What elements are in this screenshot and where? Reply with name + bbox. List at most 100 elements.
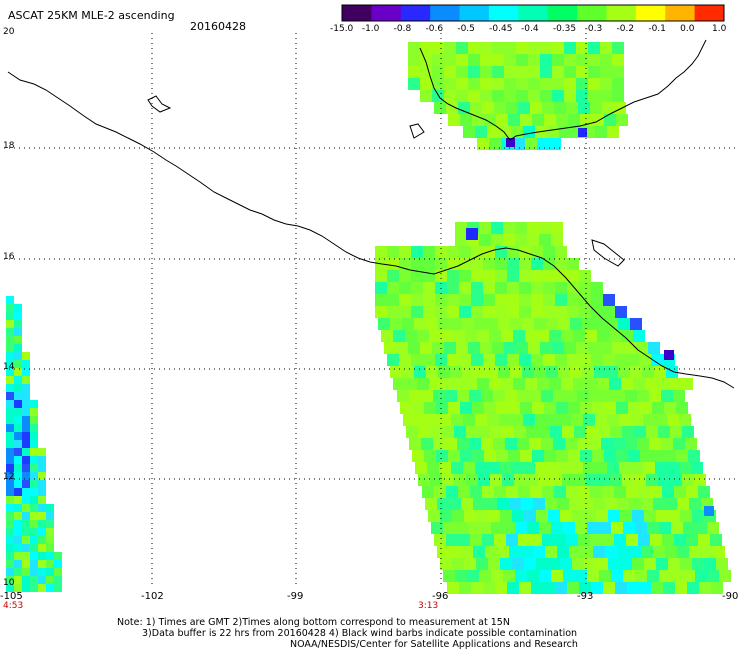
swath-cell [46, 552, 54, 560]
swath-cell [470, 102, 482, 114]
colorbar-swatch [665, 5, 696, 21]
swath-cell [509, 498, 521, 510]
swath-cell [578, 486, 590, 498]
swath-cell [528, 78, 540, 90]
swath-cell [539, 222, 551, 234]
swath-cell [539, 234, 551, 246]
swath-cell [453, 378, 465, 390]
colorbar-tick-label: -15.0 [330, 24, 354, 34]
swath-cell [579, 282, 591, 294]
swath-cell [552, 54, 564, 66]
swath-cell [437, 546, 449, 558]
swath-cell [632, 558, 644, 570]
swath-cell [436, 450, 448, 462]
swath-cell [432, 78, 444, 90]
swath-cell [652, 402, 664, 414]
swath-cell [470, 534, 482, 546]
swath-cell [681, 378, 693, 390]
swath-cell [438, 366, 450, 378]
swath-cell [540, 90, 552, 102]
swath-cell [595, 462, 607, 474]
swath-cell [408, 66, 420, 78]
swath-cell [602, 102, 614, 114]
swath-cell [14, 440, 22, 448]
swath-cell [661, 390, 673, 402]
swath-cell [544, 402, 556, 414]
swath-cell [449, 498, 461, 510]
swath-cell [625, 390, 637, 402]
swath-cell [597, 330, 609, 342]
swath-cell [14, 432, 22, 440]
swath-cell [679, 414, 691, 426]
swath-cell [588, 54, 600, 66]
swath-cell [54, 560, 62, 568]
swath-cell [692, 510, 704, 522]
swath-cell [550, 474, 562, 486]
swath-cell [615, 582, 627, 594]
swath-cell [460, 402, 472, 414]
swath-cell [544, 450, 556, 462]
swath-cell [46, 504, 54, 512]
swath-cell [6, 496, 14, 504]
swath-cell [643, 414, 655, 426]
swath-cell [436, 402, 448, 414]
swath-cell [610, 426, 622, 438]
swath-cell [417, 378, 429, 390]
swath-cell [14, 352, 22, 360]
swath-cell [567, 258, 579, 270]
swath-cell [444, 54, 456, 66]
swath-cell [423, 270, 435, 282]
swath-cell [671, 570, 683, 582]
swath-cell [699, 582, 711, 594]
swath-cell [6, 448, 14, 456]
time-label-96: 3:13 [418, 601, 439, 611]
swath-cell [46, 512, 54, 520]
swath-cell [640, 402, 652, 414]
swath-cell [652, 450, 664, 462]
colorbar-swatch [606, 5, 637, 21]
swath-cell [432, 342, 444, 354]
swath-cell [457, 438, 469, 450]
swath-cell [525, 378, 537, 390]
swath-cell [468, 42, 480, 54]
swath-cell [14, 312, 22, 320]
swath-cell [663, 582, 675, 594]
swath-cell [6, 576, 14, 584]
coastline-north [419, 39, 707, 141]
swath-cell [489, 138, 501, 150]
swath-cell [6, 488, 14, 496]
swath-cell [510, 318, 522, 330]
swath-cell [480, 342, 492, 354]
swath-cell [461, 498, 473, 510]
swath-cell [540, 342, 552, 354]
swath-cell [423, 294, 435, 306]
swath-cell [586, 474, 598, 486]
swath-cell [518, 102, 530, 114]
swath-cell [600, 90, 612, 102]
swath-cell [596, 558, 608, 570]
swath-cell [567, 294, 579, 306]
swath-cell [623, 570, 635, 582]
swath-cell [490, 474, 502, 486]
swath-cell [458, 102, 470, 114]
swath-cell [534, 318, 546, 330]
swath-cell [558, 318, 570, 330]
swath-cell [520, 450, 532, 462]
swath-cell [616, 114, 628, 126]
swath-cell [14, 520, 22, 528]
swath-cell [515, 522, 527, 534]
swath-cell [473, 498, 485, 510]
swath-cell [641, 546, 653, 558]
swath-cell [572, 510, 584, 522]
swath-cell [545, 498, 557, 510]
swath-cell [580, 114, 592, 126]
swath-cell [6, 440, 14, 448]
swath-cell [645, 378, 657, 390]
swath-cell [526, 474, 538, 486]
swath-cell [6, 432, 14, 440]
swath-cell [581, 546, 593, 558]
swath-cell [30, 528, 38, 536]
swath-cell [424, 450, 436, 462]
swath-cell [567, 282, 579, 294]
swath-cell [673, 390, 685, 402]
